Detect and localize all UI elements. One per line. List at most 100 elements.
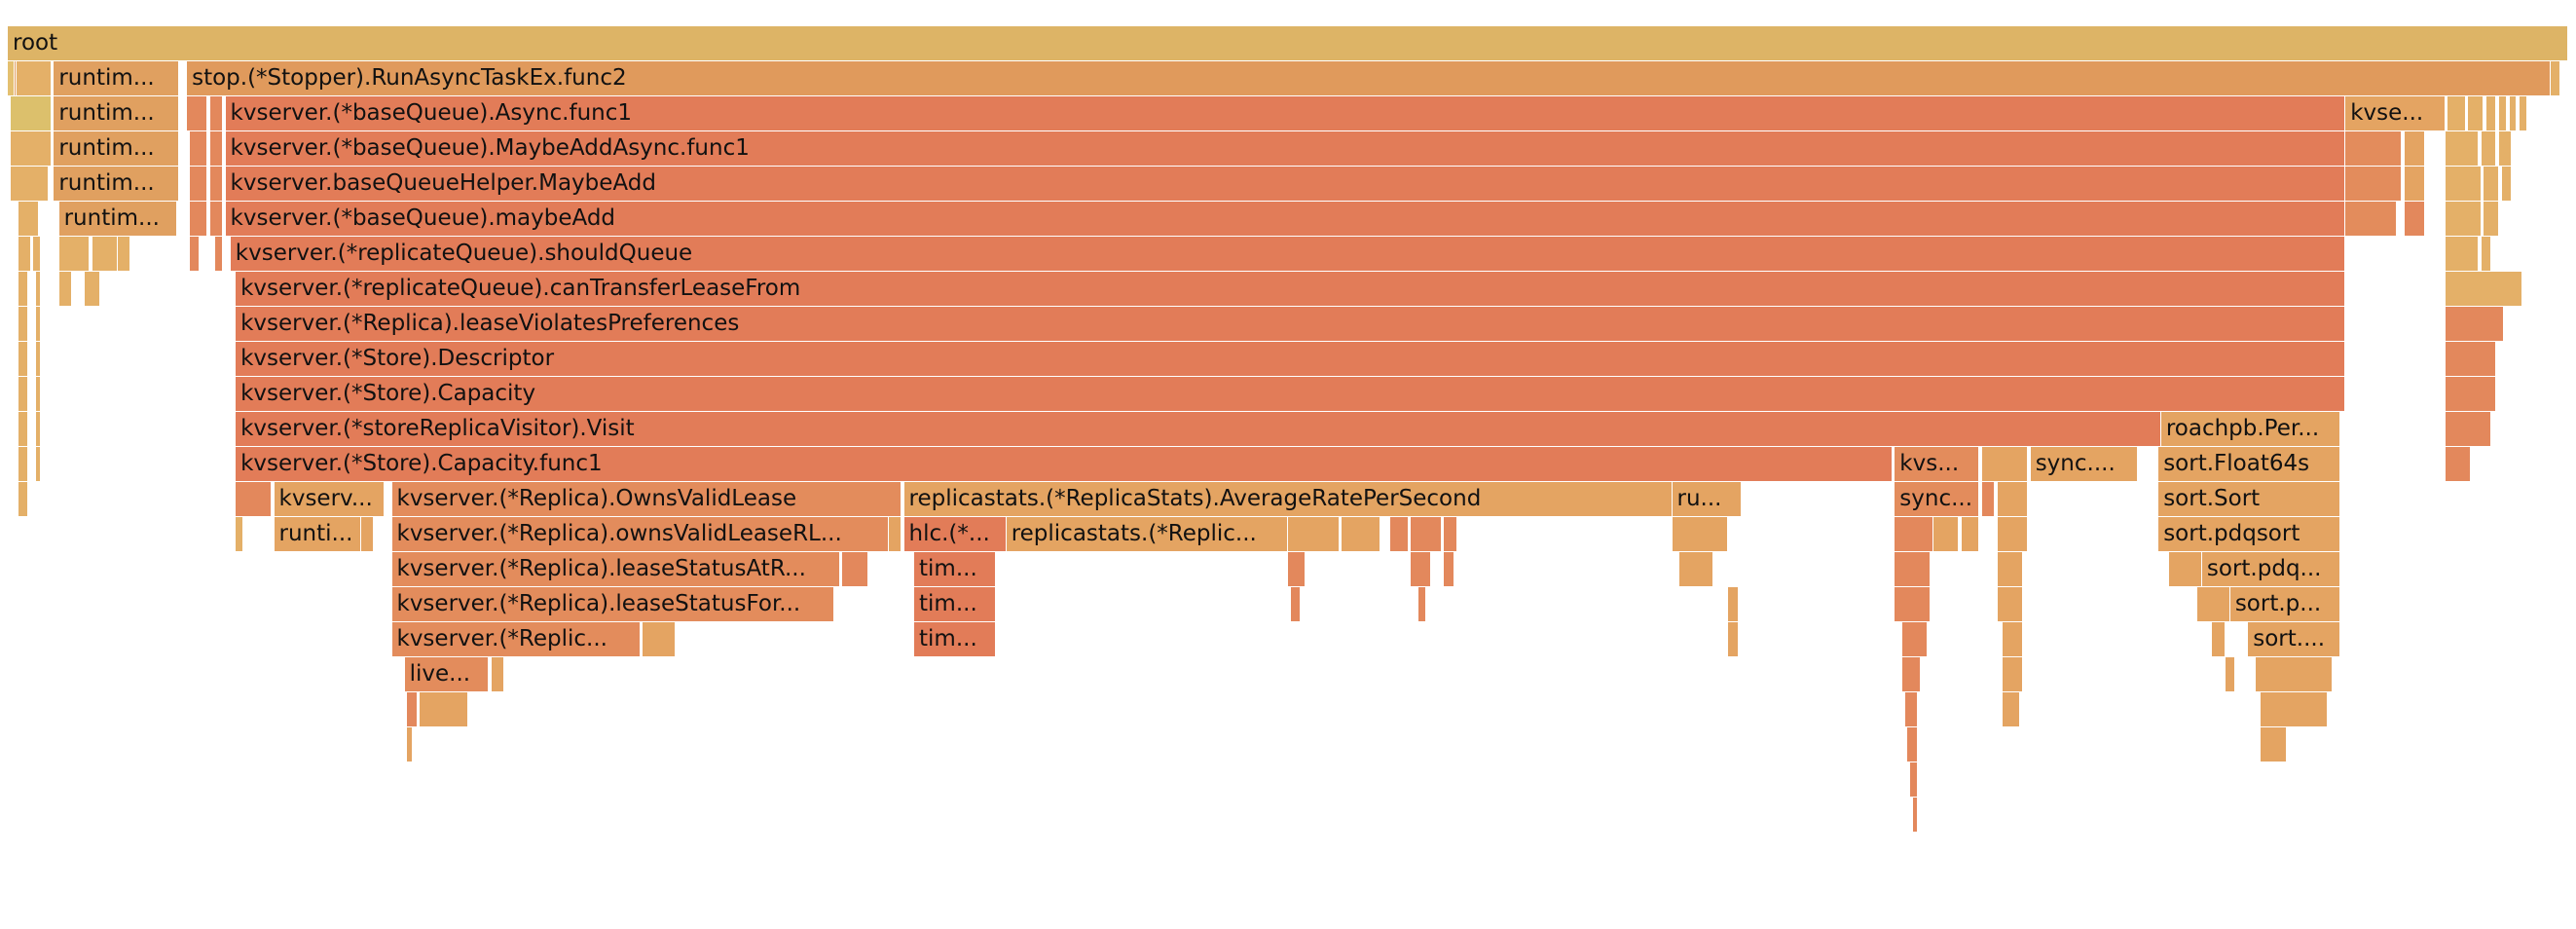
flame-frame[interactable] bbox=[1390, 517, 1409, 552]
flame-frame[interactable]: tim... bbox=[914, 552, 997, 587]
flame-frame[interactable] bbox=[18, 237, 31, 272]
flame-frame[interactable]: runtim... bbox=[54, 61, 180, 96]
flame-frame[interactable] bbox=[1288, 517, 1340, 552]
flame-frame[interactable] bbox=[1997, 552, 2023, 587]
flame-frame[interactable]: sort.pdq... bbox=[2201, 552, 2340, 587]
flame-frame[interactable] bbox=[2404, 202, 2425, 237]
flame-frame[interactable]: roachpb.Per... bbox=[2160, 412, 2340, 447]
flame-frame[interactable] bbox=[407, 727, 413, 762]
flame-frame[interactable] bbox=[2196, 587, 2230, 622]
flame-frame[interactable]: kvserver.(*baseQueue).Async.func1 bbox=[225, 96, 2346, 131]
flame-frame[interactable] bbox=[14, 61, 18, 96]
flame-frame[interactable] bbox=[18, 447, 29, 482]
flame-frame[interactable] bbox=[1997, 517, 2029, 552]
flame-frame[interactable] bbox=[2261, 692, 2328, 727]
flame-frame[interactable] bbox=[1411, 517, 1442, 552]
flame-frame[interactable] bbox=[10, 131, 52, 167]
flame-frame[interactable]: kvserver.(*Replic... bbox=[391, 622, 641, 657]
flame-frame[interactable]: kvserver.(*replicateQueue).shouldQueue bbox=[230, 237, 2346, 272]
flame-frame[interactable] bbox=[1728, 622, 1739, 657]
flame-frame[interactable] bbox=[215, 237, 223, 272]
flame-frame[interactable] bbox=[2002, 692, 2021, 727]
flame-frame[interactable]: kvserver.(*replicateQueue).canTransferLe… bbox=[236, 272, 2346, 307]
flame-frame[interactable]: runtim... bbox=[54, 131, 180, 167]
flame-frame[interactable]: ru... bbox=[1672, 482, 1742, 517]
flame-frame[interactable] bbox=[236, 482, 272, 517]
flame-frame[interactable] bbox=[2484, 202, 2499, 237]
flame-frame[interactable] bbox=[92, 237, 119, 272]
flame-frame[interactable] bbox=[18, 307, 29, 342]
flame-frame[interactable] bbox=[1912, 798, 1918, 833]
flame-frame[interactable] bbox=[1411, 552, 1432, 587]
flame-frame[interactable] bbox=[1679, 552, 1713, 587]
flame-frame[interactable] bbox=[1444, 552, 1454, 587]
flame-frame[interactable] bbox=[2481, 131, 2497, 167]
flame-frame[interactable] bbox=[2212, 622, 2226, 657]
flame-frame[interactable]: kvserver.(*Replica).OwnsValidLease bbox=[391, 482, 902, 517]
flame-frame[interactable] bbox=[2445, 237, 2479, 272]
flame-frame[interactable] bbox=[8, 61, 15, 96]
flame-frame[interactable] bbox=[1895, 587, 1932, 622]
flame-frame[interactable] bbox=[58, 237, 91, 272]
flame-frame[interactable] bbox=[2225, 657, 2236, 692]
flame-frame[interactable] bbox=[420, 692, 469, 727]
flame-frame[interactable] bbox=[842, 552, 868, 587]
flame-frame[interactable]: kvserver.(*baseQueue).MaybeAddAsync.func… bbox=[225, 131, 2346, 167]
flame-frame[interactable] bbox=[1342, 517, 1380, 552]
flame-frame[interactable] bbox=[1290, 587, 1302, 622]
flame-frame[interactable]: sort.Float64s bbox=[2158, 447, 2340, 482]
flame-frame[interactable] bbox=[2002, 622, 2023, 657]
flame-frame[interactable] bbox=[2445, 167, 2482, 202]
flame-frame[interactable] bbox=[18, 412, 29, 447]
flame-frame[interactable]: sort.p... bbox=[2229, 587, 2340, 622]
flame-frame[interactable]: root bbox=[8, 26, 2568, 61]
flame-frame[interactable] bbox=[189, 131, 208, 167]
flame-frame[interactable]: kvserver.(*Replica).leaseStatusFor... bbox=[391, 587, 835, 622]
flame-frame[interactable] bbox=[2256, 657, 2334, 692]
flame-frame[interactable] bbox=[1997, 482, 2029, 517]
flame-frame[interactable] bbox=[35, 412, 42, 447]
flame-frame[interactable] bbox=[187, 96, 208, 131]
flame-frame[interactable] bbox=[888, 517, 902, 552]
flame-frame[interactable] bbox=[18, 482, 29, 517]
flame-frame[interactable] bbox=[18, 202, 39, 237]
flame-frame[interactable] bbox=[1907, 727, 1918, 762]
flame-frame[interactable] bbox=[643, 622, 677, 657]
flame-frame[interactable] bbox=[33, 237, 42, 272]
flame-frame[interactable] bbox=[2445, 131, 2479, 167]
flame-frame[interactable] bbox=[209, 202, 223, 237]
flame-frame[interactable] bbox=[18, 377, 29, 412]
flame-frame[interactable] bbox=[1904, 692, 1918, 727]
flame-frame[interactable] bbox=[18, 342, 29, 377]
flame-frame[interactable] bbox=[10, 96, 52, 131]
flame-frame[interactable] bbox=[492, 657, 505, 692]
flame-frame[interactable]: sort.Sort bbox=[2158, 482, 2340, 517]
flame-frame[interactable]: runti... bbox=[274, 517, 361, 552]
flame-frame[interactable]: kvse... bbox=[2345, 96, 2446, 131]
flame-frame[interactable]: sync.... bbox=[2030, 447, 2139, 482]
flame-frame[interactable] bbox=[2498, 131, 2513, 167]
flame-frame[interactable] bbox=[1288, 552, 1306, 587]
flame-frame[interactable]: kvserver.(*Store).Capacity.func1 bbox=[236, 447, 1893, 482]
flame-frame[interactable] bbox=[1902, 657, 1921, 692]
flame-frame[interactable] bbox=[209, 131, 223, 167]
flame-frame[interactable] bbox=[189, 202, 208, 237]
flame-frame[interactable] bbox=[2501, 167, 2513, 202]
flame-frame[interactable] bbox=[118, 237, 131, 272]
flame-frame[interactable] bbox=[1418, 587, 1426, 622]
flame-frame[interactable] bbox=[2520, 96, 2527, 131]
flame-frame[interactable] bbox=[2445, 377, 2497, 412]
flame-frame[interactable] bbox=[2498, 96, 2507, 131]
flame-frame[interactable]: sync... bbox=[1895, 482, 1980, 517]
flame-frame[interactable] bbox=[84, 272, 100, 307]
flame-frame[interactable] bbox=[2345, 167, 2403, 202]
flame-frame[interactable]: kvserver.(*baseQueue).maybeAdd bbox=[225, 202, 2346, 237]
flame-frame[interactable] bbox=[18, 272, 29, 307]
flame-frame[interactable]: kvserv... bbox=[274, 482, 385, 517]
flame-frame[interactable] bbox=[35, 307, 42, 342]
flame-frame[interactable]: kvserver.(*storeReplicaVisitor).Visit bbox=[236, 412, 2161, 447]
flame-frame[interactable] bbox=[1895, 552, 1932, 587]
flame-frame[interactable] bbox=[1981, 447, 2029, 482]
flame-frame[interactable]: runtim... bbox=[54, 96, 180, 131]
flame-frame[interactable] bbox=[1910, 762, 1918, 798]
